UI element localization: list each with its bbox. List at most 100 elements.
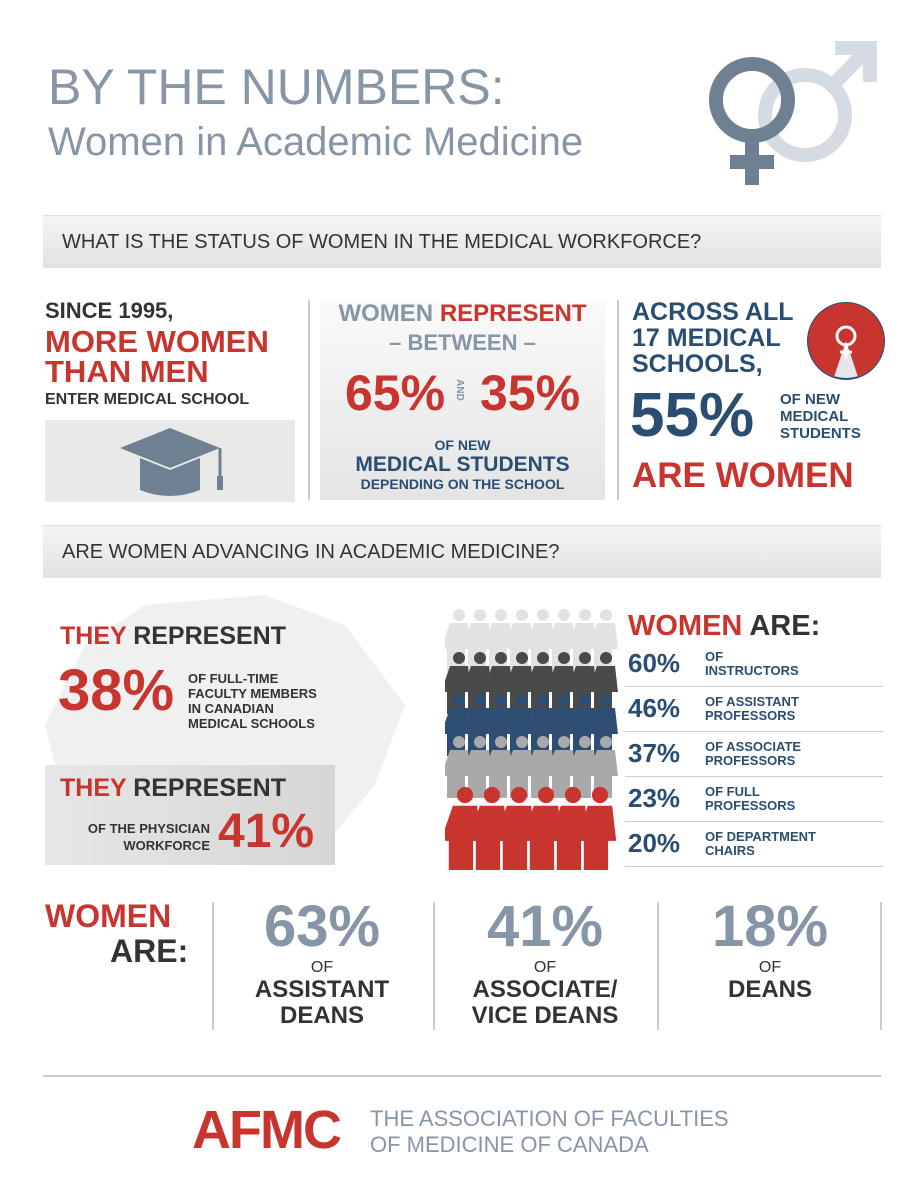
text: ARE:: [749, 610, 821, 642]
divider: [617, 300, 619, 500]
gender-icon: [709, 41, 877, 185]
stat: 18%: [711, 894, 829, 959]
divider: [433, 902, 435, 1030]
text: FACULTY MEMBERS: [188, 686, 317, 701]
text: SINCE 1995,: [45, 298, 174, 323]
text: OF FULL: [705, 784, 760, 799]
stat: 38%: [58, 658, 175, 723]
text: THEY: [60, 774, 127, 802]
text: THAN MEN: [45, 354, 209, 389]
text: OF NEW: [780, 391, 840, 408]
person-icon: [494, 786, 536, 870]
panel: [320, 300, 605, 500]
stat: 55%: [630, 381, 755, 450]
stat: 41%: [218, 805, 315, 858]
person-icon: [521, 786, 563, 870]
text: MEDICAL STUDENTS: [355, 453, 570, 476]
text: OF FULL-TIME: [188, 671, 279, 686]
person-icon: [525, 736, 555, 798]
divider: [625, 776, 883, 777]
person-icon: [567, 736, 597, 798]
divider: [625, 866, 883, 867]
text: OF ASSISTANT: [705, 694, 799, 709]
section-heading: ARE WOMEN ADVANCING IN ACADEMIC MEDICINE…: [62, 541, 560, 563]
text: ASSOCIATE/: [472, 976, 618, 1003]
text: AND: [453, 379, 465, 401]
person-icon: [548, 786, 590, 870]
text: OF: [758, 959, 782, 976]
text: MORE WOMEN: [45, 324, 269, 359]
text: REPRESENT: [439, 300, 587, 327]
text: IN CANADIAN: [188, 701, 274, 716]
text: ACROSS ALL: [632, 298, 794, 326]
divider: [308, 300, 310, 500]
text: PROFESSORS: [705, 708, 796, 723]
org-name: THE ASSOCIATION OF FACULTIES: [370, 1106, 729, 1131]
text: VICE DEANS: [471, 1002, 619, 1029]
text: PROFESSORS: [705, 753, 796, 768]
divider: [625, 821, 883, 822]
divider: [212, 902, 214, 1030]
person-icon: [588, 736, 618, 798]
text: WOMEN: [338, 300, 434, 327]
text: THEY REPRESENT: [60, 624, 286, 649]
text: WOMEN ARE:: [628, 612, 820, 641]
text: WOMEN: [628, 610, 743, 642]
text: OF NEW: [434, 437, 491, 453]
text: CHAIRS: [705, 843, 755, 858]
text: OF: [705, 649, 724, 664]
person-icon: [483, 736, 513, 798]
person-icon: [445, 736, 471, 798]
divider: [880, 902, 882, 1030]
stat: 46%: [628, 693, 681, 723]
text: INSTRUCTORS: [705, 663, 799, 678]
text: THEY REPRESENT: [60, 776, 286, 801]
cap-icon: [120, 428, 223, 496]
person-icon: [504, 736, 534, 798]
person-icon: [445, 786, 482, 870]
subtitle: Women in Academic Medicine: [48, 120, 584, 164]
person-icon: [462, 736, 492, 798]
text: THEY: [60, 622, 127, 650]
person-icon: [467, 786, 509, 870]
text: ENTER MEDICAL SCHOOL: [45, 391, 250, 408]
section-heading: WHAT IS THE STATUS OF WOMEN IN THE MEDIC…: [62, 231, 702, 253]
text: DEPENDING ON THE SCHOOL: [360, 476, 565, 492]
logo: AFMC: [192, 1100, 342, 1160]
text: MEDICAL SCHOOLS: [188, 716, 315, 731]
text: SCHOOLS,: [632, 350, 763, 378]
text: WOMEN: [45, 898, 172, 934]
pie-icon: [807, 302, 885, 380]
panel: [45, 765, 335, 865]
title: BY THE NUMBERS:: [48, 59, 505, 115]
stat: 63%: [263, 894, 381, 959]
person-icon: [546, 736, 576, 798]
text: STUDENTS: [780, 425, 861, 442]
divider: [657, 902, 659, 1030]
text: DEANS: [727, 976, 812, 1003]
person-icon: [575, 786, 617, 870]
section-bar: [43, 525, 881, 578]
stat: 20%: [628, 828, 681, 858]
text: WOMEN REPRESENT: [320, 302, 605, 326]
stat: 41%: [486, 894, 604, 959]
stat: 23%: [628, 783, 681, 813]
text: ARE:: [110, 933, 189, 969]
people-illustration: [445, 609, 618, 870]
text: REPRESENT: [133, 774, 286, 802]
text: ARE WOMEN: [632, 456, 854, 495]
text: PROFESSORS: [705, 798, 796, 813]
text: ASSISTANT: [254, 976, 390, 1003]
text: WORKFORCE: [123, 838, 210, 853]
text: DEANS: [279, 1002, 364, 1029]
text: OF: [533, 959, 557, 976]
stat: 35%: [480, 365, 581, 421]
divider: [43, 1075, 881, 1077]
stat: 60%: [628, 648, 681, 678]
text: OF DEPARTMENT: [705, 829, 816, 844]
org-name: OF MEDICINE OF CANADA: [370, 1132, 649, 1157]
text: – BETWEEN –: [389, 330, 536, 355]
text: OF ASSOCIATE: [705, 739, 802, 754]
stat: 37%: [628, 738, 681, 768]
